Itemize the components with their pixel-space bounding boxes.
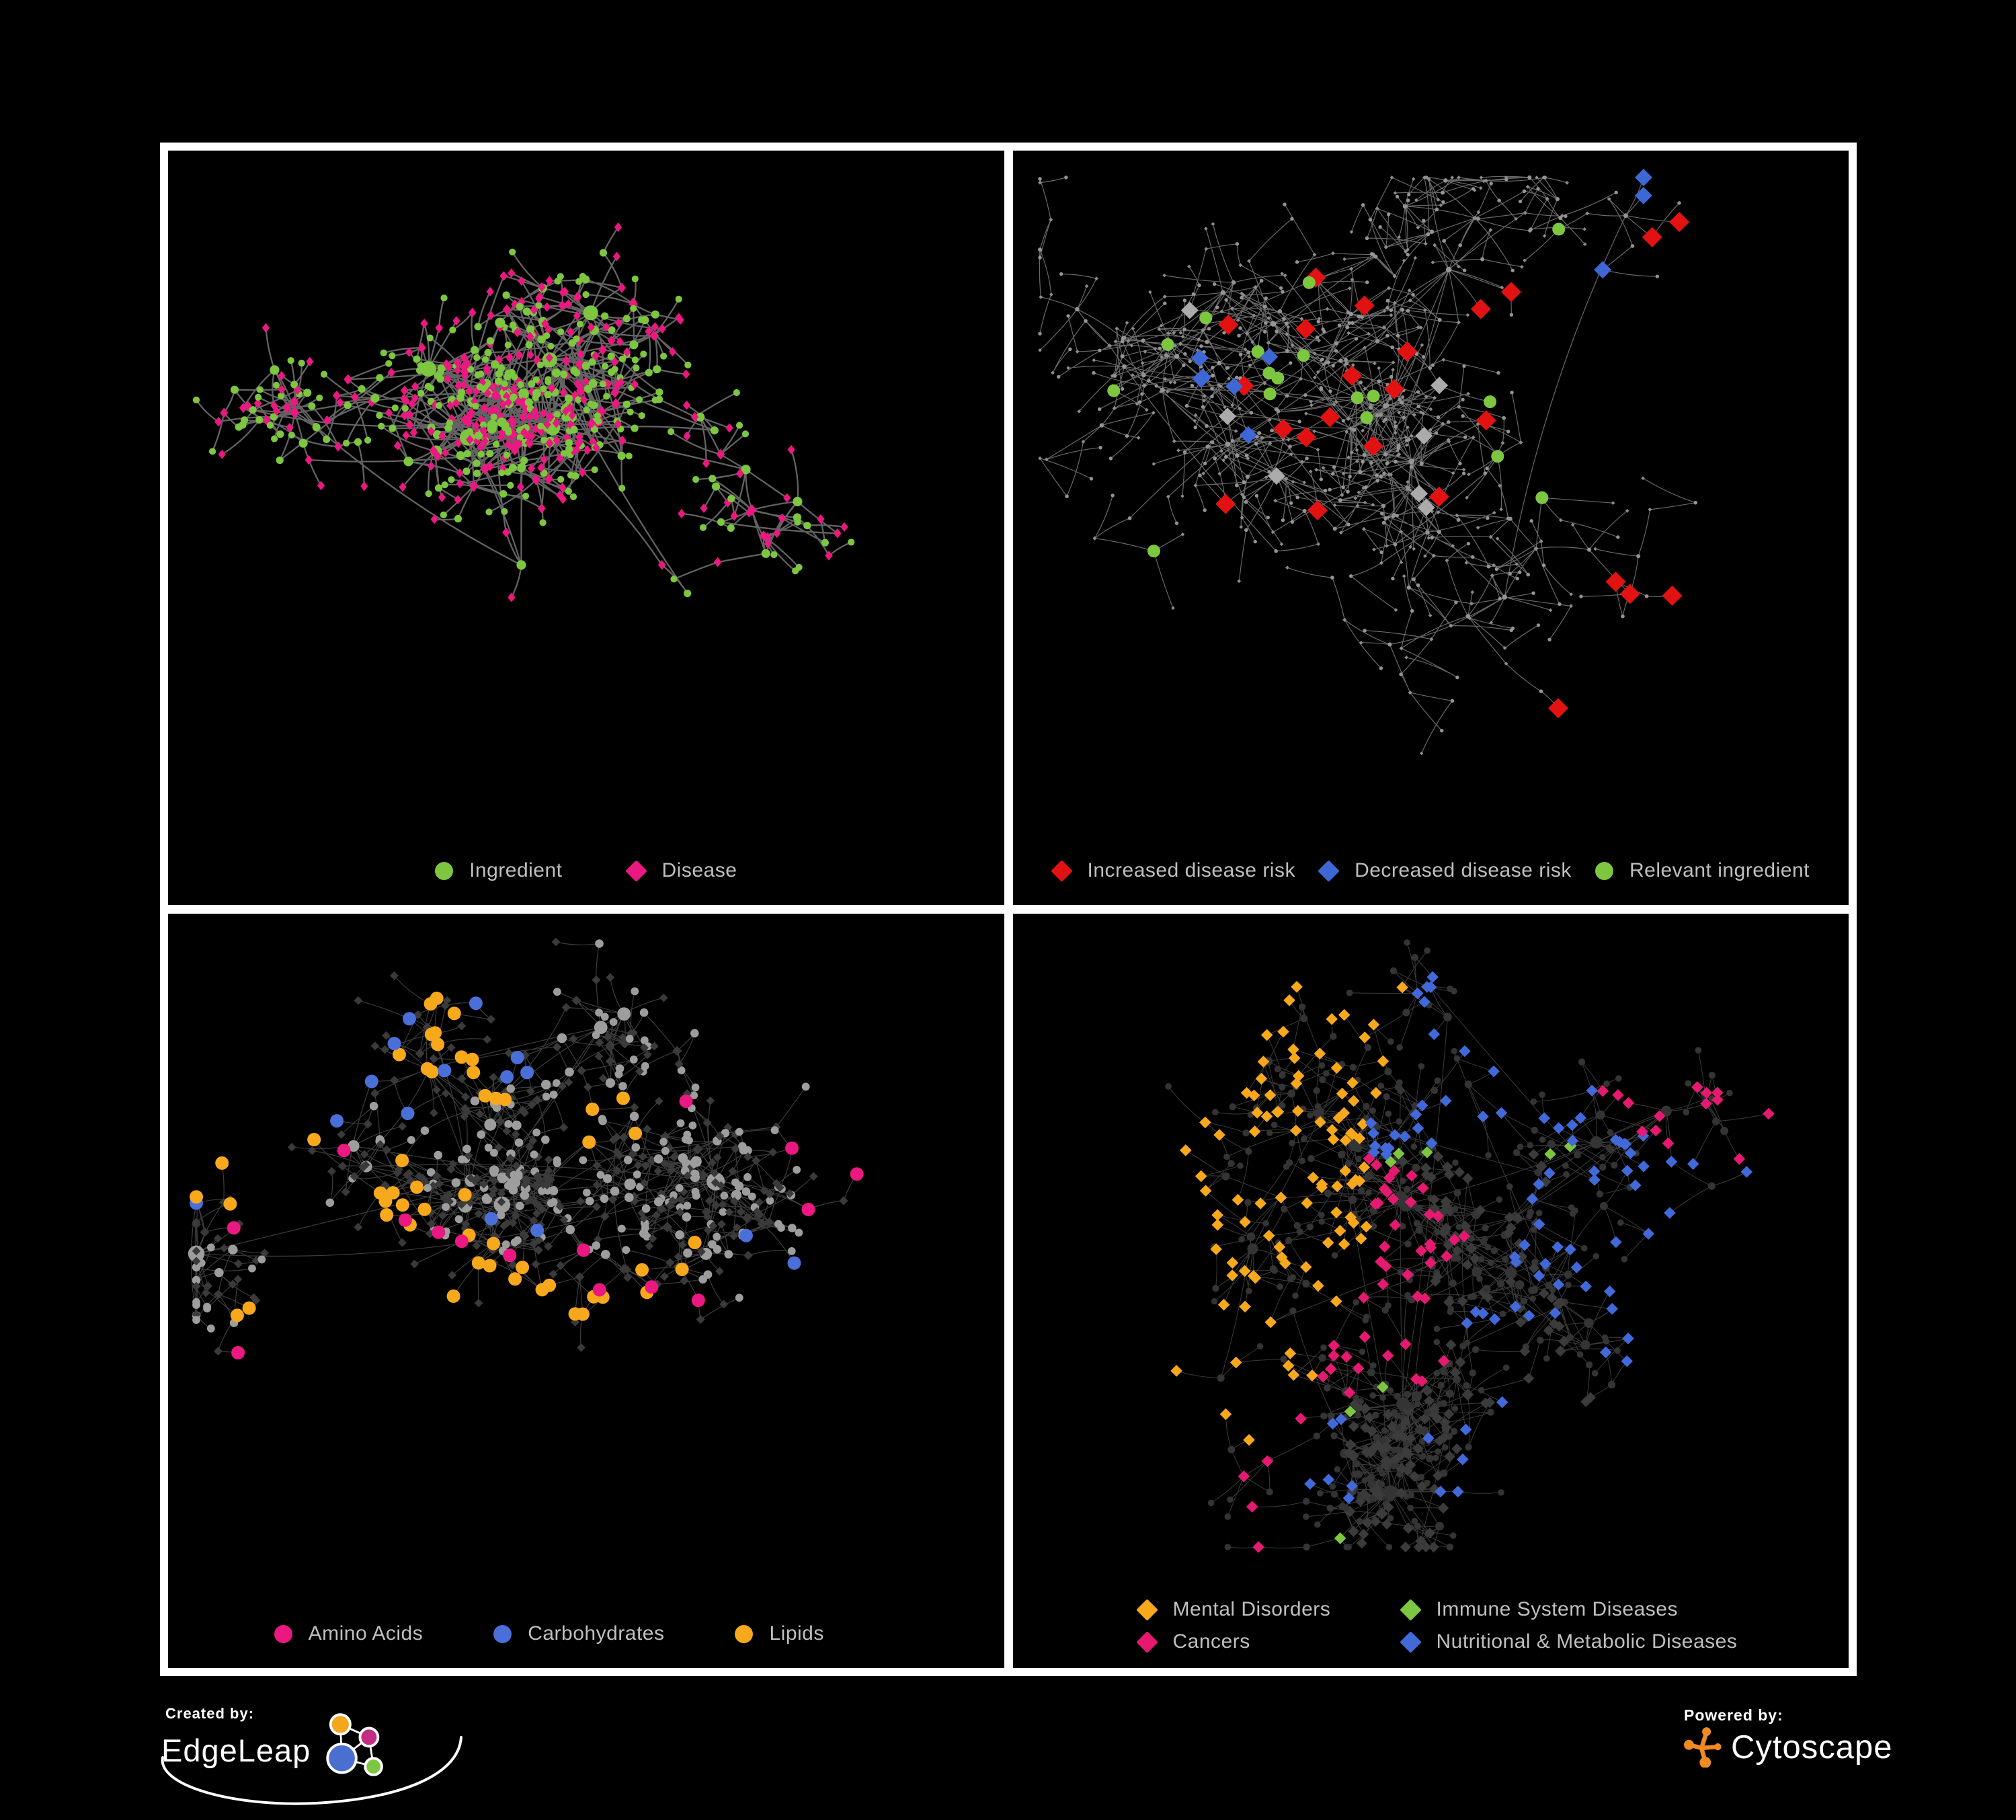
- legend-item-cancers: Cancers: [1135, 1630, 1401, 1653]
- legend-disease-classes: Mental Disorders Immune System Diseases …: [1135, 1598, 1738, 1653]
- immune-diseases-diamond-icon: [1399, 1598, 1422, 1621]
- legend-item-amino-acids: Amino Acids: [274, 1622, 424, 1645]
- panel-nutrient-classes: Amino Acids Carbohydrates Lipids: [168, 914, 1004, 1668]
- legend-item-carbohydrates: Carbohydrates: [493, 1622, 664, 1645]
- edgeleap-swoosh-icon: [161, 1736, 462, 1805]
- cancers-diamond-icon: [1135, 1630, 1158, 1653]
- legend-item-immune-diseases: Immune System Diseases: [1399, 1598, 1738, 1621]
- legend-label: Immune System Diseases: [1436, 1598, 1678, 1620]
- graph-ingredient-disease: [192, 222, 855, 602]
- legend-label: Amino Acids: [308, 1622, 424, 1645]
- mental-disorders-diamond-icon: [1135, 1598, 1158, 1621]
- legend-item-disease: Disease: [624, 859, 737, 882]
- legend-ingredient-disease: Ingredient Disease: [168, 859, 1004, 882]
- legend-label: Lipids: [769, 1622, 824, 1645]
- graph-nutrient-classes: [188, 937, 864, 1359]
- relevant-ingredient-circle-icon: [1595, 861, 1613, 880]
- edgeleap-wordmark: EdgeLeap: [161, 1733, 311, 1768]
- cytoscape-branding: Powered by: Cytoscape: [1684, 1706, 1893, 1768]
- panel-disease-classes: Mental Disorders Immune System Diseases …: [1012, 914, 1849, 1668]
- increased-risk-diamond-icon: [1050, 859, 1073, 882]
- edgeleap-logo-icon: [326, 1713, 384, 1776]
- ingredient-circle-icon: [435, 861, 454, 880]
- legend-item-decreased-risk: Decreased disease risk: [1318, 859, 1572, 882]
- carbohydrates-circle-icon: [493, 1624, 512, 1643]
- disease-diamond-icon: [624, 859, 647, 882]
- panels-frame: Ingredient Disease Increased disease ris…: [160, 143, 1857, 1676]
- legend-item-mental-disorders: Mental Disorders: [1135, 1598, 1401, 1621]
- decreased-risk-diamond-icon: [1318, 859, 1340, 882]
- created-by-label: Created by:: [165, 1705, 255, 1722]
- legend-item-relevant-ingredient: Relevant ingredient: [1595, 859, 1810, 882]
- lipids-circle-icon: [735, 1624, 754, 1643]
- panel-disease-risk: Increased disease risk Decreased disease…: [1012, 151, 1849, 905]
- legend-label: Relevant ingredient: [1629, 859, 1810, 881]
- legend-label: Cancers: [1172, 1630, 1250, 1653]
- amino-acids-circle-icon: [274, 1624, 292, 1643]
- legend-item-lipids: Lipids: [735, 1622, 823, 1645]
- powered-by-label: Powered by:: [1684, 1706, 1783, 1724]
- legend-label: Ingredient: [469, 859, 563, 881]
- nutritional-metabolic-diamond-icon: [1399, 1630, 1422, 1653]
- graph-disease-risk: [1037, 169, 1697, 756]
- graph-disease-classes: [1164, 939, 1775, 1553]
- panel-ingredient-disease: Ingredient Disease: [168, 151, 1004, 905]
- legend-item-ingredient: Ingredient: [435, 859, 562, 882]
- legend-item-nutritional-metabolic: Nutritional & Metabolic Diseases: [1399, 1630, 1738, 1653]
- legend-label: Increased disease risk: [1087, 859, 1295, 881]
- legend-disease-risk: Increased disease risk Decreased disease…: [1013, 859, 1849, 882]
- legend-label: Carbohydrates: [528, 1622, 665, 1645]
- legend-label: Decreased disease risk: [1355, 859, 1572, 881]
- legend-label: Disease: [661, 859, 737, 881]
- legend-nutrient-classes: Amino Acids Carbohydrates Lipids: [168, 1622, 967, 1645]
- cytoscape-logo-icon: [1684, 1727, 1722, 1768]
- cytoscape-wordmark: Cytoscape: [1731, 1729, 1893, 1766]
- edgeleap-branding: Created by: EdgeLeap: [161, 1705, 477, 1820]
- legend-label: Nutritional & Metabolic Diseases: [1436, 1630, 1738, 1653]
- legend-item-increased-risk: Increased disease risk: [1050, 859, 1295, 882]
- legend-label: Mental Disorders: [1172, 1598, 1331, 1620]
